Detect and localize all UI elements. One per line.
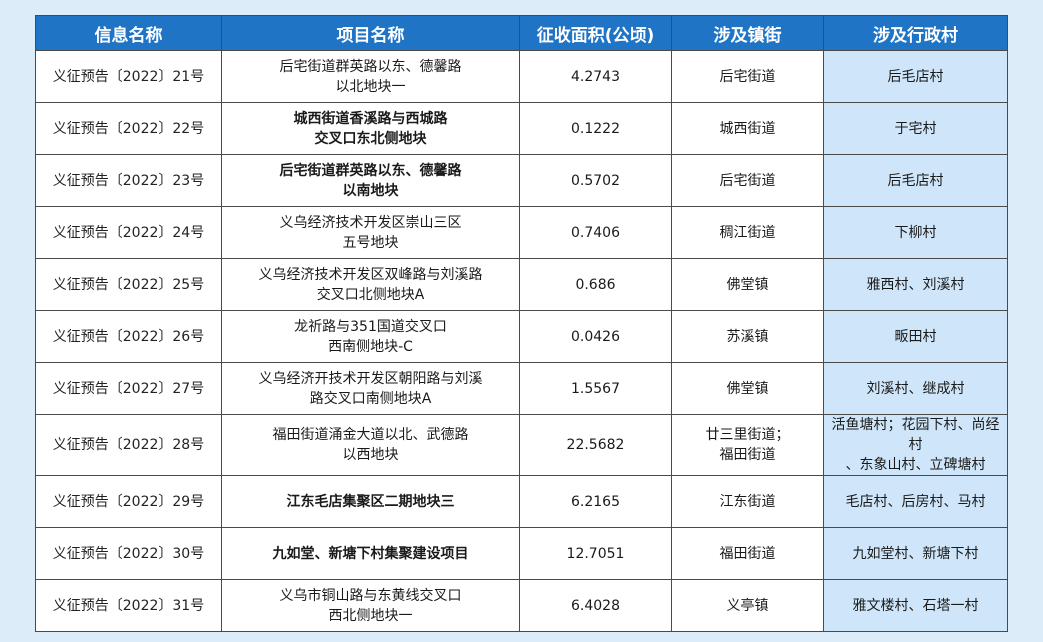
cell-info-name: 义征预告〔2022〕25号: [35, 258, 222, 311]
cell-info-name: 义征预告〔2022〕31号: [35, 579, 222, 632]
cell-town: 佛堂镇: [671, 258, 824, 311]
cell-project-name: 城西街道香溪路与西城路 交叉口东北侧地块: [221, 102, 520, 155]
table-row: 义征预告〔2022〕31号 义乌市铜山路与东黄线交叉口 西北侧地块一 6.4028 义亭…: [35, 579, 1008, 632]
cell-area: 1.5567: [519, 362, 672, 415]
cell-info-name: 义征预告〔2022〕23号: [35, 154, 222, 207]
cell-area: 4.2743: [519, 50, 672, 103]
table-row: 义征预告〔2022〕26号 龙祈路与351国道交叉口 西南侧地块-C 0.0426 苏溪…: [35, 310, 1008, 363]
cell-village: 雅西村、刘溪村: [823, 258, 1008, 311]
table-header-row: 信息名称 项目名称 征收面积(公顷) 涉及镇街 涉及行政村: [35, 15, 1008, 51]
table-row: 义征预告〔2022〕30号 九如堂、新塘下村集聚建设项目 12.7051 福田街道 九如…: [35, 527, 1008, 580]
cell-info-name: 义征预告〔2022〕24号: [35, 206, 222, 259]
cell-info-name: 义征预告〔2022〕29号: [35, 475, 222, 528]
cell-area: 0.1222: [519, 102, 672, 155]
cell-village: 后毛店村: [823, 154, 1008, 207]
cell-village: 后毛店村: [823, 50, 1008, 103]
cell-project-name: 义乌经济技术开发区崇山三区 五号地块: [221, 206, 520, 259]
cell-project-name: 义乌市铜山路与东黄线交叉口 西北侧地块一: [221, 579, 520, 632]
header-village: 涉及行政村: [823, 15, 1008, 51]
header-area: 征收面积(公顷): [519, 15, 672, 51]
cell-area: 0.686: [519, 258, 672, 311]
cell-info-name: 义征预告〔2022〕21号: [35, 50, 222, 103]
cell-village: 畈田村: [823, 310, 1008, 363]
cell-area: 22.5682: [519, 414, 672, 476]
table-row: 义征预告〔2022〕29号 江东毛店集聚区二期地块三 6.2165 江东街道 毛店村、后…: [35, 475, 1008, 528]
cell-area: 0.0426: [519, 310, 672, 363]
cell-project-name: 后宅街道群英路以东、德馨路 以北地块一: [221, 50, 520, 103]
cell-info-name: 义征预告〔2022〕28号: [35, 414, 222, 476]
cell-town: 福田街道: [671, 527, 824, 580]
table-row: 义征预告〔2022〕21号 后宅街道群英路以东、德馨路 以北地块一 4.2743 后宅街…: [35, 50, 1008, 103]
land-expropriation-table-wrap: 信息名称 项目名称 征收面积(公顷) 涉及镇街 涉及行政村 义征预告〔2022〕…: [35, 15, 1008, 632]
cell-town: 苏溪镇: [671, 310, 824, 363]
table-row: 义征预告〔2022〕27号 义乌经济开技术开发区朝阳路与刘溪 路交叉口南侧地块A 1.…: [35, 362, 1008, 415]
cell-project-name: 福田街道涌金大道以北、武德路 以西地块: [221, 414, 520, 476]
cell-area: 0.7406: [519, 206, 672, 259]
table-row: 义征预告〔2022〕25号 义乌经济技术开发区双峰路与刘溪路 交叉口北侧地块A 0.6…: [35, 258, 1008, 311]
cell-project-name: 后宅街道群英路以东、德馨路 以南地块: [221, 154, 520, 207]
header-town: 涉及镇街: [671, 15, 824, 51]
land-expropriation-table: 信息名称 项目名称 征收面积(公顷) 涉及镇街 涉及行政村 义征预告〔2022〕…: [35, 15, 1008, 632]
cell-project-name: 龙祈路与351国道交叉口 西南侧地块-C: [221, 310, 520, 363]
cell-town: 稠江街道: [671, 206, 824, 259]
cell-town: 后宅街道: [671, 50, 824, 103]
cell-info-name: 义征预告〔2022〕26号: [35, 310, 222, 363]
cell-project-name: 江东毛店集聚区二期地块三: [221, 475, 520, 528]
cell-village: 活鱼塘村；花园下村、尚经村 、东象山村、立碑塘村: [823, 414, 1008, 476]
cell-town: 后宅街道: [671, 154, 824, 207]
cell-village: 九如堂村、新塘下村: [823, 527, 1008, 580]
cell-village: 雅文楼村、石塔一村: [823, 579, 1008, 632]
cell-town: 义亭镇: [671, 579, 824, 632]
cell-area: 6.4028: [519, 579, 672, 632]
cell-project-name: 义乌经济技术开发区双峰路与刘溪路 交叉口北侧地块A: [221, 258, 520, 311]
cell-area: 12.7051: [519, 527, 672, 580]
header-project-name: 项目名称: [221, 15, 520, 51]
cell-town: 城西街道: [671, 102, 824, 155]
table-row: 义征预告〔2022〕24号 义乌经济技术开发区崇山三区 五号地块 0.7406 稠江街道…: [35, 206, 1008, 259]
cell-info-name: 义征预告〔2022〕27号: [35, 362, 222, 415]
cell-area: 0.5702: [519, 154, 672, 207]
table-row: 义征预告〔2022〕28号 福田街道涌金大道以北、武德路 以西地块 22.5682 廿三…: [35, 414, 1008, 476]
table-body: 义征预告〔2022〕21号 后宅街道群英路以东、德馨路 以北地块一 4.2743 后宅街…: [35, 50, 1008, 632]
header-info-name: 信息名称: [35, 15, 222, 51]
table-row: 义征预告〔2022〕23号 后宅街道群英路以东、德馨路 以南地块 0.5702 后宅街道…: [35, 154, 1008, 207]
cell-project-name: 义乌经济开技术开发区朝阳路与刘溪 路交叉口南侧地块A: [221, 362, 520, 415]
cell-village: 毛店村、后房村、马村: [823, 475, 1008, 528]
cell-town: 廿三里街道； 福田街道: [671, 414, 824, 476]
cell-info-name: 义征预告〔2022〕22号: [35, 102, 222, 155]
cell-town: 江东街道: [671, 475, 824, 528]
table-row: 义征预告〔2022〕22号 城西街道香溪路与西城路 交叉口东北侧地块 0.1222 城西…: [35, 102, 1008, 155]
cell-village: 下柳村: [823, 206, 1008, 259]
cell-project-name: 九如堂、新塘下村集聚建设项目: [221, 527, 520, 580]
cell-area: 6.2165: [519, 475, 672, 528]
cell-town: 佛堂镇: [671, 362, 824, 415]
cell-village: 于宅村: [823, 102, 1008, 155]
cell-info-name: 义征预告〔2022〕30号: [35, 527, 222, 580]
cell-village: 刘溪村、继成村: [823, 362, 1008, 415]
